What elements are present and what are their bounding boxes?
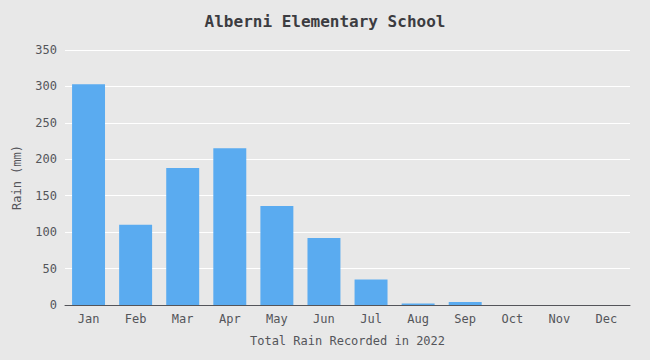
svg-text:Nov: Nov xyxy=(549,312,571,326)
svg-text:Jun: Jun xyxy=(313,312,335,326)
svg-text:Apr: Apr xyxy=(219,312,241,326)
svg-text:May: May xyxy=(266,312,288,326)
svg-text:Mar: Mar xyxy=(172,312,194,326)
svg-text:50: 50 xyxy=(43,262,57,276)
svg-text:0: 0 xyxy=(50,298,57,312)
svg-text:Alberni Elementary School: Alberni Elementary School xyxy=(205,12,446,31)
svg-text:Dec: Dec xyxy=(596,312,618,326)
svg-text:100: 100 xyxy=(35,225,57,239)
svg-text:Sep: Sep xyxy=(454,312,476,326)
svg-text:300: 300 xyxy=(35,79,57,93)
svg-text:Feb: Feb xyxy=(125,312,147,326)
svg-text:Jan: Jan xyxy=(78,312,100,326)
svg-text:200: 200 xyxy=(35,152,57,166)
svg-text:250: 250 xyxy=(35,116,57,130)
svg-text:350: 350 xyxy=(35,43,57,57)
svg-text:Total Rain Recorded in 2022: Total Rain Recorded in 2022 xyxy=(250,334,445,348)
svg-text:Oct: Oct xyxy=(501,312,523,326)
svg-text:Rain (mm): Rain (mm) xyxy=(10,145,24,210)
svg-text:150: 150 xyxy=(35,189,57,203)
svg-text:Aug: Aug xyxy=(407,312,429,326)
svg-text:Jul: Jul xyxy=(360,312,382,326)
